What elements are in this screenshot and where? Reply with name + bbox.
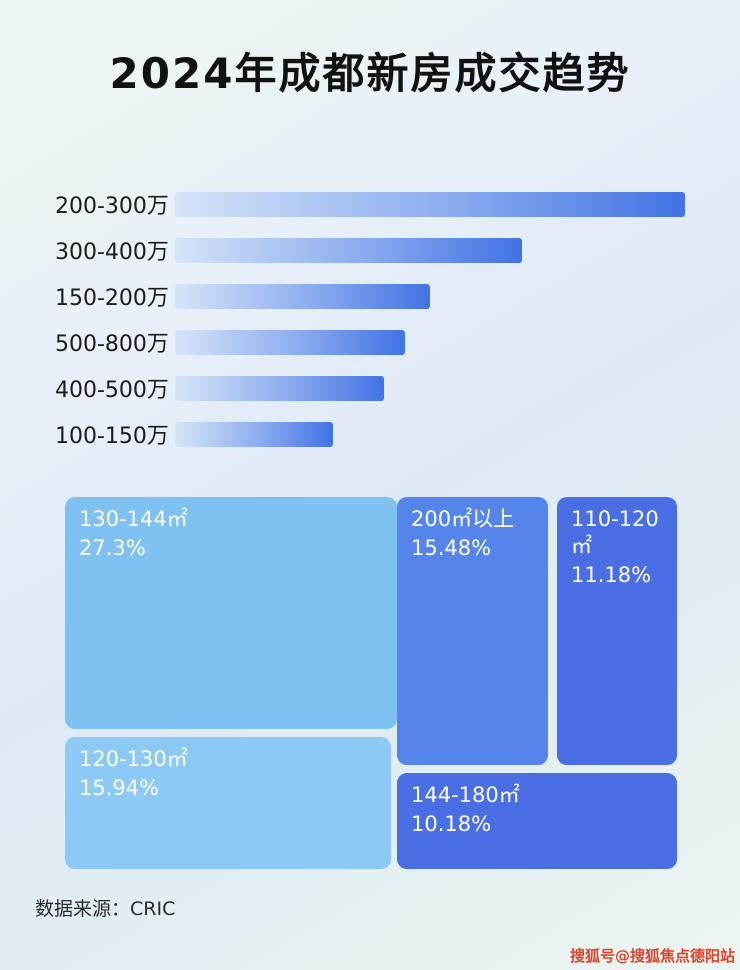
bar-row: 150-200万 (55, 273, 685, 319)
bar-row: 200-300万 (55, 181, 685, 227)
treemap-tile: 110-120㎡ 11.18% (557, 497, 677, 765)
bar-category-label: 100-150万 (55, 424, 169, 449)
bar (175, 421, 334, 447)
bar (175, 237, 522, 263)
bar-track (175, 375, 685, 401)
tile-percent-label: 11.18% (571, 563, 652, 587)
treemap-tile: 120-130㎡ 15.94% (65, 737, 391, 869)
bar (175, 283, 430, 309)
page-title: 2024年成都新房成交趋势 (109, 49, 631, 98)
bar-track (175, 329, 685, 355)
bar-track (175, 283, 685, 309)
tile-area-label: 110-120㎡ (571, 507, 659, 558)
bar (175, 329, 405, 355)
tile-area-label: 144-180㎡ (411, 783, 520, 807)
treemap-tile: 144-180㎡ 10.18% (397, 773, 677, 869)
tile-percent-label: 15.94% (79, 776, 160, 800)
price-band-bar-chart: 200-300万 300-400万 150-200万 500-800万 400- (55, 181, 685, 457)
bar-category-label: 500-800万 (55, 332, 169, 357)
treemap-tile: 130-144㎡ 27.3% (65, 497, 397, 729)
tile-area-label: 130-144㎡ (79, 507, 188, 531)
bar (175, 191, 685, 217)
bar-track (175, 237, 685, 263)
bar-row: 400-500万 (55, 365, 685, 411)
bar-row: 300-400万 (55, 227, 685, 273)
watermark: 搜狐号@搜狐焦点德阳站 (569, 947, 735, 965)
bar-category-label: 150-200万 (55, 286, 169, 311)
treemap-tile: 200㎡以上 15.48% (397, 497, 548, 765)
tile-percent-label: 27.3% (79, 536, 146, 560)
tile-area-label: 200㎡以上 (411, 507, 515, 531)
data-source-label: 数据来源：CRIC (35, 898, 176, 920)
bar-track (175, 191, 685, 217)
bar-category-label: 400-500万 (55, 378, 169, 403)
area-band-treemap: 130-144㎡ 27.3% 200㎡以上 15.48% 110-120㎡ 11… (65, 497, 677, 869)
bar-row: 500-800万 (55, 319, 685, 365)
bar (175, 375, 385, 401)
bar-row: 100-150万 (55, 411, 685, 457)
bar-track (175, 421, 685, 447)
tile-area-label: 120-130㎡ (79, 747, 188, 771)
tile-percent-label: 15.48% (411, 536, 492, 560)
bar-category-label: 200-300万 (55, 194, 169, 219)
bar-category-label: 300-400万 (55, 240, 169, 265)
tile-percent-label: 10.18% (411, 812, 492, 836)
